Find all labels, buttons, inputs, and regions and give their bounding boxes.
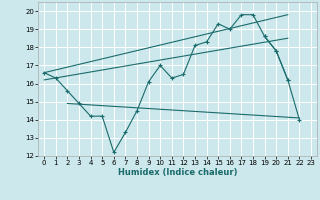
X-axis label: Humidex (Indice chaleur): Humidex (Indice chaleur) (118, 168, 237, 177)
